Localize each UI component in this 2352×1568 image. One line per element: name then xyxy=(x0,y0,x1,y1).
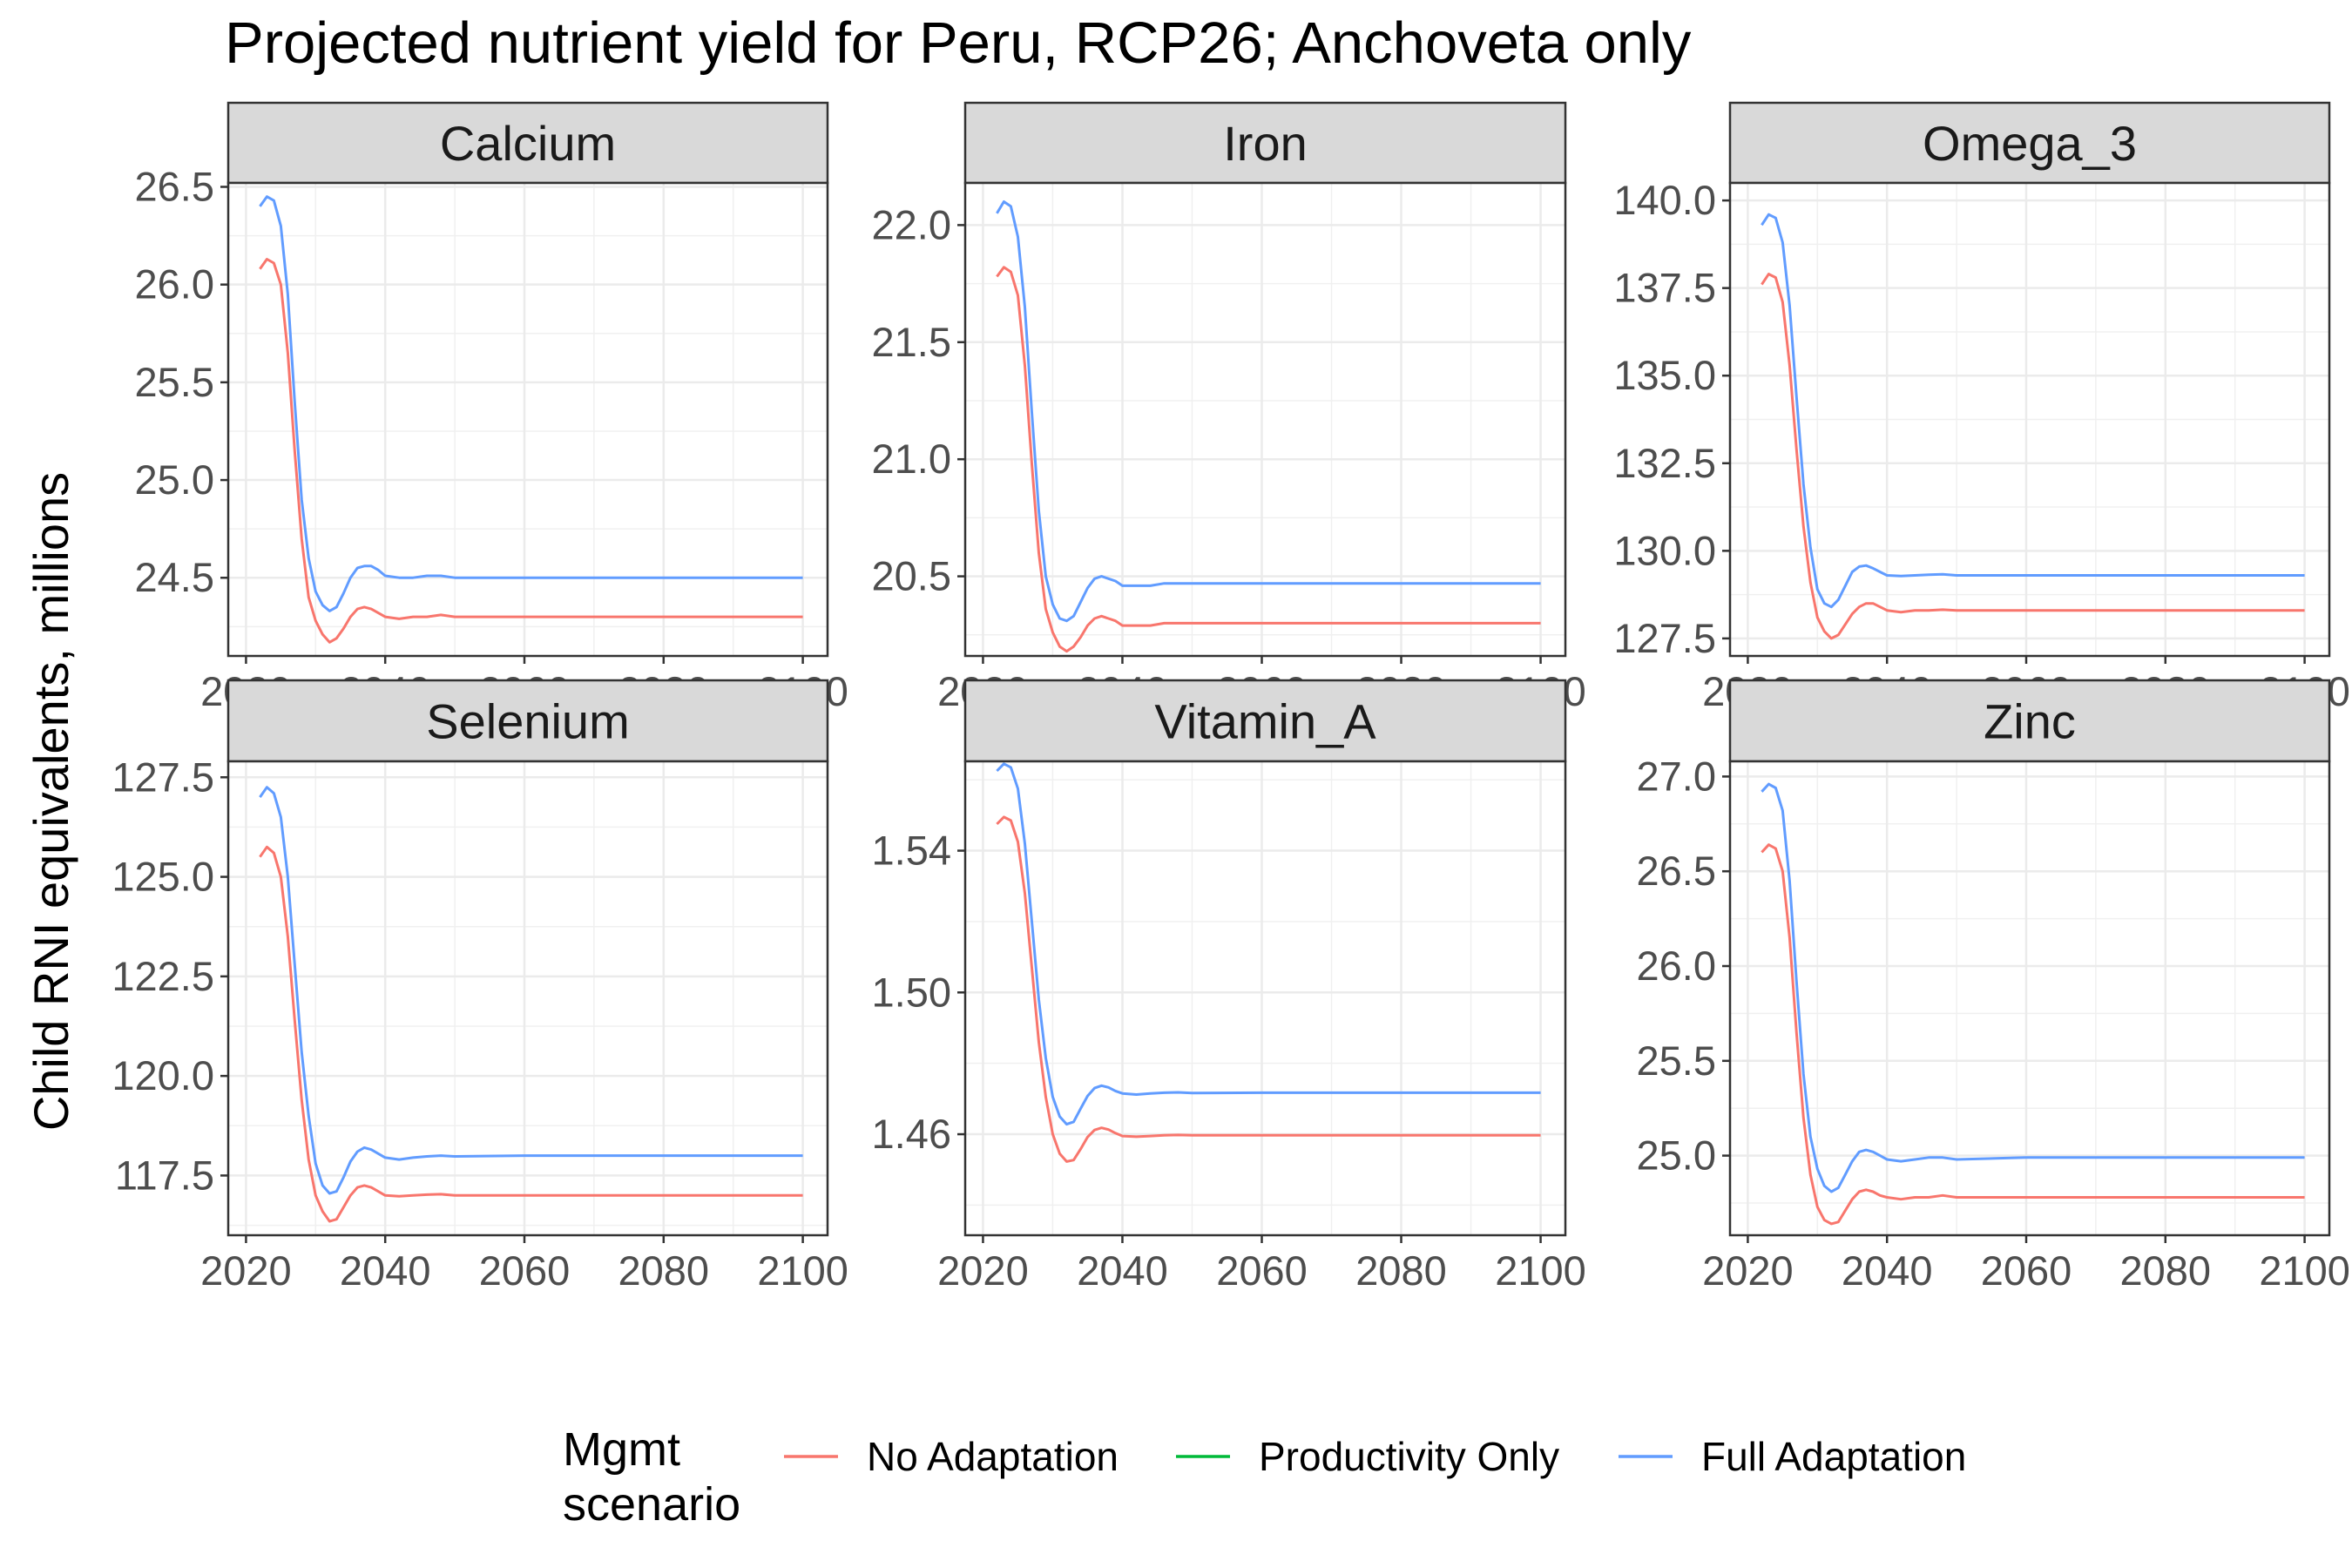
panel-selenium: Selenium 117.5 120.0 122.5 125.0 127.5 2020 204… xyxy=(112,679,848,1294)
y-tick-label: 22.0 xyxy=(872,201,951,247)
legend-label-productivity-only: Productivity Only xyxy=(1259,1434,1559,1479)
legend-title-line-2: scenario xyxy=(563,1478,740,1531)
y-tick-label: 1.54 xyxy=(872,828,951,874)
strip-label: Iron xyxy=(1223,116,1308,171)
panel-background xyxy=(228,183,828,656)
series-line-full-adaptation xyxy=(996,200,1541,623)
y-tick-label: 1.50 xyxy=(872,969,951,1015)
x-tick-label: 2020 xyxy=(200,1247,292,1294)
x-tick-label: 2040 xyxy=(1077,1247,1168,1294)
strip-label: Zinc xyxy=(1984,694,2076,749)
x-tick-label: 2060 xyxy=(1981,1247,2072,1294)
y-tick-label: 125.0 xyxy=(112,854,214,900)
y-tick-label: 26.0 xyxy=(1637,943,1716,989)
panel-background xyxy=(965,761,1565,1235)
panel-zinc: Zinc 25.0 25.5 26.0 26.5 27.0 2020 2040 2060 2080… xyxy=(1637,679,2350,1294)
series-line-no-adaptation xyxy=(259,258,803,644)
y-tick-label: 21.0 xyxy=(872,436,951,482)
panel-background xyxy=(1730,761,2329,1235)
y-tick-label: 127.5 xyxy=(112,754,214,800)
strip-background xyxy=(963,679,1567,763)
series-line-no-adaptation xyxy=(1761,273,2305,640)
panel-border xyxy=(226,181,829,658)
panel-calcium: Calcium24.525.025.526.026.52020204020602… xyxy=(135,101,848,714)
chart-title: Projected nutrient yield for Peru, RCP26… xyxy=(225,10,1692,76)
panel-background xyxy=(228,761,828,1235)
legend-label-full-adaptation: Full Adaptation xyxy=(1701,1434,1966,1479)
y-tick-label: 137.5 xyxy=(1613,265,1716,311)
y-tick-label: 26.0 xyxy=(135,261,214,308)
y-tick-label: 25.0 xyxy=(135,456,214,503)
y-tick-label: 26.5 xyxy=(1637,848,1716,894)
series-line-full-adaptation xyxy=(259,195,803,612)
panel-omega-3: Omega_3127.5130.0132.5135.0137.5140.0202… xyxy=(1613,101,2350,714)
legend-title-line-1: Mgmt xyxy=(563,1423,680,1476)
series-line-no-adaptation xyxy=(1761,843,2305,1226)
series-line-no-adaptation xyxy=(996,815,1541,1163)
strip-label: Omega_3 xyxy=(1923,116,2137,171)
x-tick-label: 2080 xyxy=(1355,1247,1447,1294)
strip-label: Calcium xyxy=(440,116,616,171)
panel-border xyxy=(963,760,1567,1237)
series-line-full-adaptation xyxy=(1761,213,2305,609)
y-tick-label: 122.5 xyxy=(112,953,214,999)
series-line-full-adaptation xyxy=(1761,782,2305,1193)
x-tick-label: 2060 xyxy=(1216,1247,1308,1294)
panel-border xyxy=(226,760,829,1237)
y-tick-label: 25.5 xyxy=(1637,1037,1716,1084)
x-tick-label: 2060 xyxy=(479,1247,571,1294)
x-tick-label: 2100 xyxy=(757,1247,848,1294)
y-tick-label: 140.0 xyxy=(1613,177,1716,223)
facet-panels: Calcium 24.5 25.0 25.5 26.0 26.5 2020 2040 2060 2… xyxy=(112,101,2350,1294)
series-line-no-adaptation xyxy=(996,266,1541,653)
strip-background xyxy=(226,101,829,185)
x-tick-label: 2080 xyxy=(618,1247,710,1294)
strip-label: Vitamin_A xyxy=(1154,694,1376,749)
panel-border xyxy=(963,181,1567,658)
strip-background xyxy=(963,101,1567,185)
y-tick-label: 26.5 xyxy=(135,163,214,209)
y-tick-label: 27.0 xyxy=(1637,753,1716,799)
x-tick-label: 2100 xyxy=(1495,1247,1586,1294)
y-tick-label: 21.5 xyxy=(872,319,951,365)
x-tick-label: 2040 xyxy=(340,1247,431,1294)
y-tick-label: 25.5 xyxy=(135,359,214,405)
x-tick-label: 2100 xyxy=(2259,1247,2350,1294)
y-tick-label: 20.5 xyxy=(872,553,951,599)
x-tick-label: 2040 xyxy=(1842,1247,1933,1294)
series-line-no-adaptation xyxy=(259,845,803,1223)
panel-border xyxy=(1728,181,2331,658)
y-tick-label: 24.5 xyxy=(135,554,214,600)
panel-vitamin-a: Vitamin_A 1.46 1.50 1.54 2020 2040 2060 2080 210… xyxy=(872,679,1586,1294)
y-tick-label: 127.5 xyxy=(1613,615,1716,661)
y-tick-label: 132.5 xyxy=(1613,440,1716,486)
panel-background xyxy=(965,183,1565,656)
x-tick-label: 2080 xyxy=(2120,1247,2212,1294)
legend: Mgmt scenario No Adaptation Productivity… xyxy=(563,1423,1966,1531)
y-tick-label: 117.5 xyxy=(115,1152,214,1198)
strip-background xyxy=(226,679,829,763)
y-axis-title: Child RNI equivalents, millions xyxy=(24,472,78,1131)
y-tick-label: 25.0 xyxy=(1637,1132,1716,1179)
x-tick-label: 2020 xyxy=(937,1247,1029,1294)
panel-border xyxy=(1728,760,2331,1237)
series-line-full-adaptation xyxy=(259,786,803,1195)
y-tick-label: 135.0 xyxy=(1613,352,1716,398)
legend-label-no-adaptation: No Adaptation xyxy=(867,1434,1119,1479)
strip-label: Selenium xyxy=(426,694,629,749)
x-tick-label: 2020 xyxy=(1702,1247,1794,1294)
y-tick-label: 1.46 xyxy=(872,1111,951,1157)
y-tick-label: 130.0 xyxy=(1613,527,1716,573)
series-line-full-adaptation xyxy=(996,762,1541,1126)
strip-background xyxy=(1728,679,2331,763)
y-tick-label: 120.0 xyxy=(112,1052,214,1098)
